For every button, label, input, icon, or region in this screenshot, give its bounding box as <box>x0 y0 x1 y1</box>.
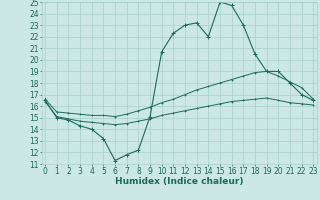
X-axis label: Humidex (Indice chaleur): Humidex (Indice chaleur) <box>115 177 244 186</box>
